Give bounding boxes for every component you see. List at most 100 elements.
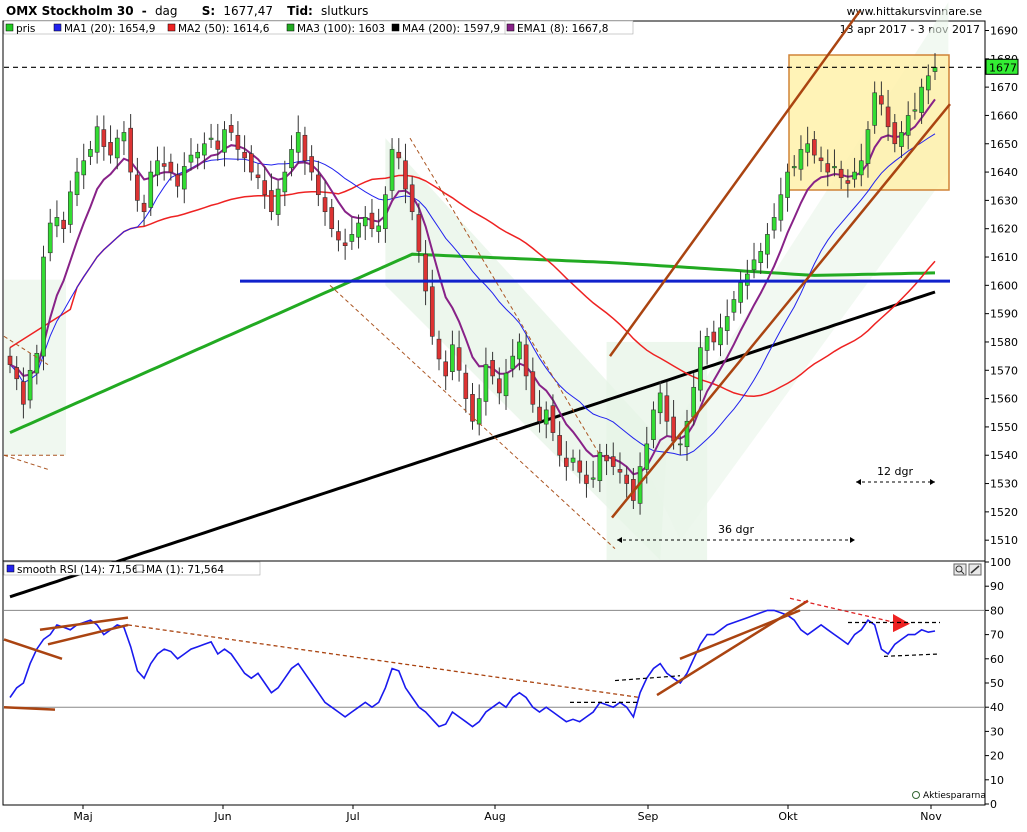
candle-body [858, 160, 864, 176]
candle-body [550, 405, 556, 433]
candle [463, 364, 469, 413]
candle-body [711, 331, 717, 343]
y-tick-label: 1660 [990, 109, 1018, 122]
candle-body [543, 409, 549, 425]
candle-body [383, 194, 388, 230]
candle [865, 121, 871, 178]
rsi-y-axis: 0 10 20 30 40 50 60 70 80 90 100 [4, 556, 1011, 811]
candle-body [362, 217, 368, 227]
candle [456, 330, 462, 382]
candle-body [81, 160, 87, 176]
legend-swatch [506, 23, 515, 32]
candle-body [557, 435, 562, 456]
background-shapes [4, 2, 950, 561]
candle-body [510, 355, 516, 370]
candle [436, 330, 442, 371]
y-tick-label: 1580 [990, 336, 1018, 349]
candle-body [838, 168, 844, 179]
rsi-tick-label: 10 [990, 774, 1004, 787]
candle-body [912, 109, 918, 112]
svg-text:OMX Stockholm 30 - dag: OMX Stockholm 30 - dag S: 1677,47 Tid: s… [6, 4, 368, 18]
candle-body [825, 163, 831, 173]
candle [483, 347, 489, 416]
candle-body [604, 454, 609, 462]
candle-body [155, 160, 160, 176]
price-y-axis: 1510 1520 1530 1540 1550 1560 1570 1580 1590 1600… [985, 24, 1018, 547]
y-tick-label: 1630 [990, 194, 1018, 207]
rsi-arrow-head [893, 614, 910, 633]
rsi-legend-box [3, 561, 261, 576]
candle [517, 333, 522, 371]
candle [885, 89, 891, 141]
legend-label: MA3 (100): 1603 [297, 23, 385, 35]
aktiesparama-logo [912, 791, 920, 799]
candle [41, 245, 46, 371]
rsi-tick-label: 30 [990, 725, 1004, 738]
candle-body [262, 180, 268, 196]
candle-body [396, 151, 402, 159]
candle-body [141, 202, 147, 213]
legend-label: MA1 (20): 1654,9 [64, 23, 155, 35]
zoom-icon[interactable] [953, 563, 967, 576]
candle-body [597, 452, 603, 482]
y-tick-label: 1670 [990, 81, 1018, 94]
candle [269, 173, 274, 221]
candle-body [181, 166, 187, 190]
rsi-tick-label: 80 [990, 604, 1004, 617]
candle [302, 126, 308, 175]
candle-body [349, 234, 355, 242]
candle [892, 114, 898, 153]
candle-body [503, 372, 509, 397]
candle-body [275, 188, 281, 215]
candle-body [832, 166, 837, 169]
candle [356, 214, 361, 249]
candle [698, 330, 703, 402]
candle-body [892, 122, 898, 145]
period-label: dag [155, 4, 178, 18]
candle [758, 242, 764, 275]
rsi-trendline [3, 705, 56, 711]
candlestick-series [7, 53, 938, 515]
down-channel-lower [329, 284, 616, 550]
rsi-legend-label: MA (1): 71,564 [146, 564, 224, 576]
candle-body [925, 75, 931, 91]
candle [61, 211, 66, 243]
candle [309, 145, 314, 181]
candle-body [476, 398, 482, 425]
candle [135, 157, 140, 212]
candle-body [416, 214, 422, 252]
candle-body [282, 171, 288, 193]
candle-body [691, 386, 697, 418]
annotation-12-days: 12 dgr [877, 465, 913, 478]
candle [27, 353, 33, 409]
candle [248, 145, 254, 181]
candle [34, 344, 40, 385]
x-tick-label: Maj [73, 810, 92, 823]
candle [825, 149, 831, 187]
candle [812, 131, 817, 164]
legend-box [504, 20, 634, 35]
symbol-title: OMX Stockholm 30 [6, 4, 134, 18]
candle [724, 299, 730, 345]
candle-body [791, 166, 797, 169]
arrow-head [930, 479, 935, 485]
candle-body [865, 129, 871, 164]
y-tick-label: 1690 [990, 24, 1018, 37]
ma50-line [9, 174, 936, 397]
candle-body [483, 364, 489, 402]
candle-body [114, 137, 120, 159]
candle [195, 143, 200, 170]
y-tick-label: 1560 [990, 393, 1018, 406]
candle [651, 401, 656, 449]
candle [604, 443, 609, 476]
candle [925, 64, 931, 105]
candle-body [490, 360, 495, 377]
title-sep: - [142, 4, 147, 18]
candle [275, 180, 281, 226]
settings-icon[interactable] [968, 563, 982, 576]
candle [114, 129, 120, 170]
candle [81, 143, 87, 190]
candle-body [624, 474, 629, 484]
candle [396, 138, 402, 170]
candle-body [88, 149, 93, 157]
